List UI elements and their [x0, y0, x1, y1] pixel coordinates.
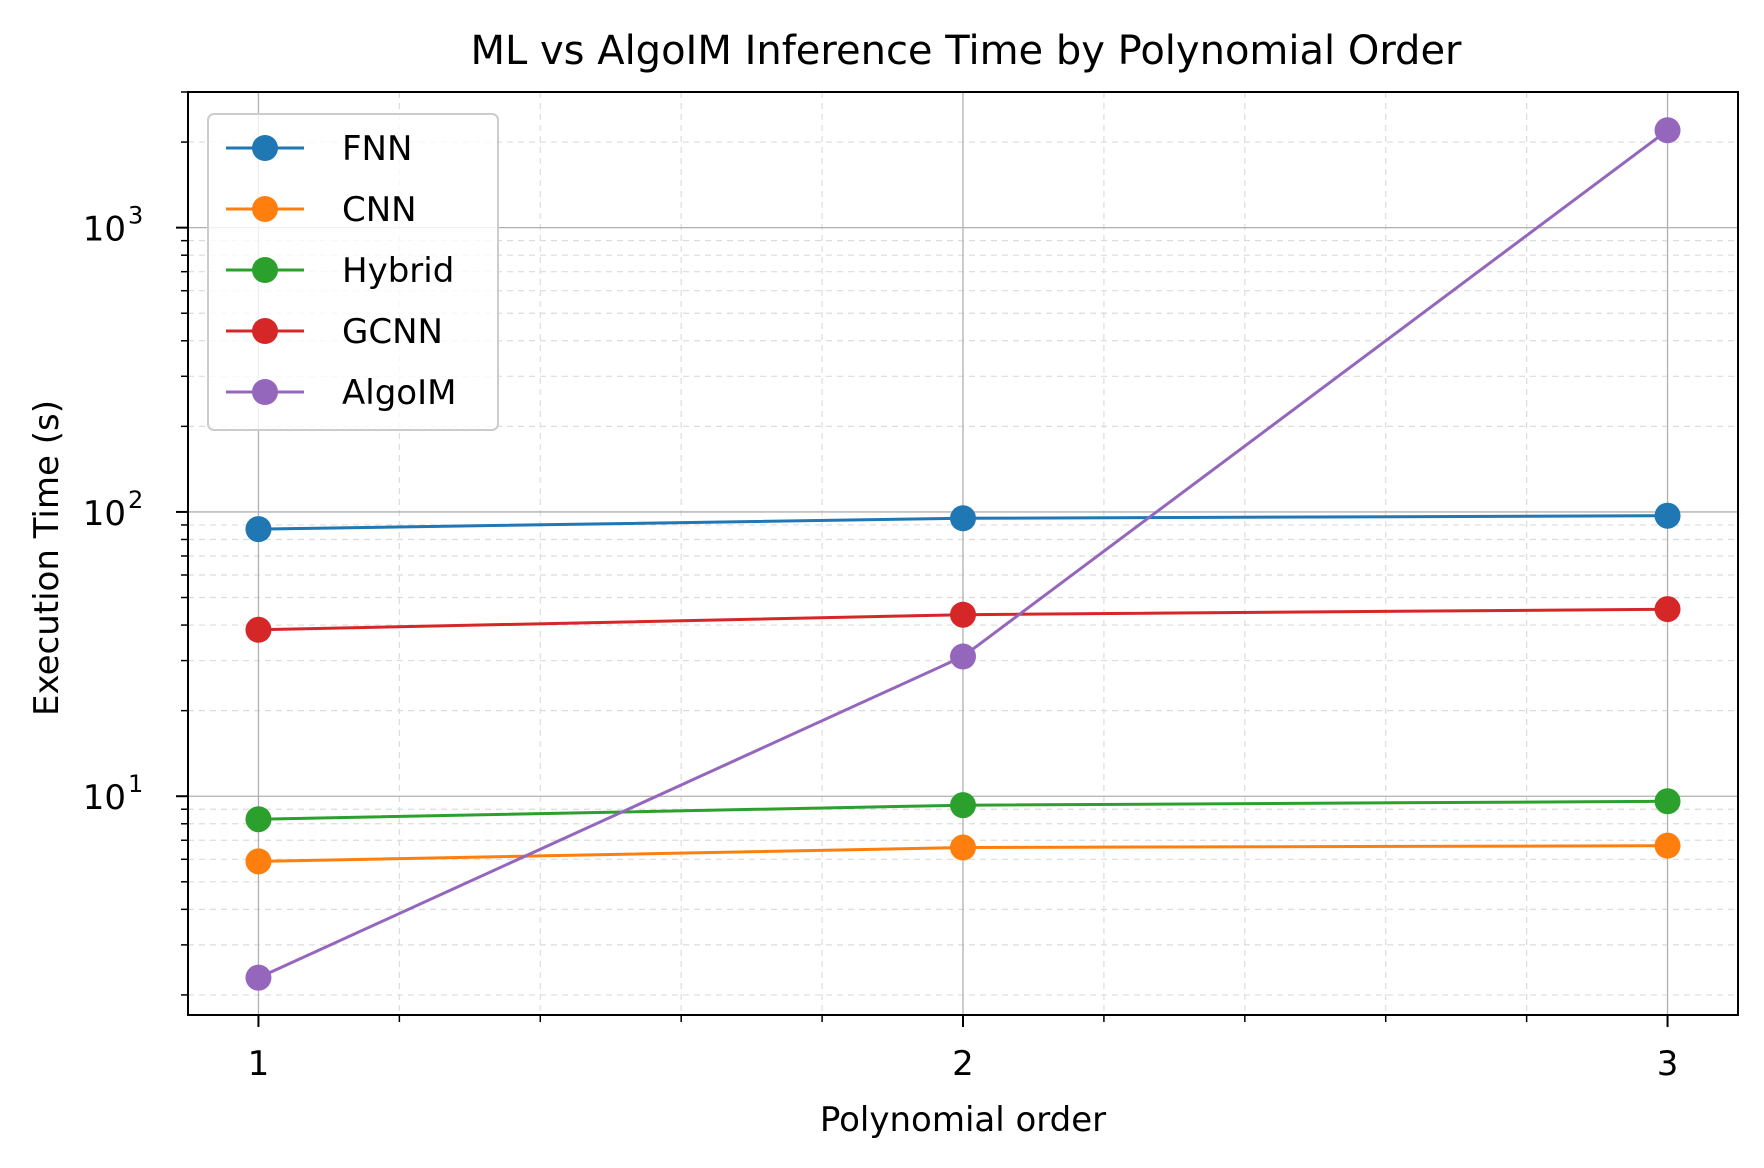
legend-label-hybrid: Hybrid [342, 251, 454, 291]
y-axis-label: Execution Time (s) [27, 400, 67, 716]
y-tick-exponent: 1 [128, 770, 143, 798]
data-point-fnn [950, 505, 976, 532]
legend-marker-gcnn [252, 318, 278, 344]
legend-label-algoim: AlgoIM [342, 373, 456, 413]
x-tick-label: 3 [1657, 1044, 1679, 1084]
legend-marker-hybrid [252, 257, 278, 283]
series-layer [245, 117, 1681, 991]
legend: FNN CNN Hybrid GCNN AlgoIM [207, 113, 499, 431]
y-tick-exponent: 3 [128, 202, 143, 230]
data-point-cnn [950, 834, 976, 861]
y-tick-label: 10 [83, 494, 126, 534]
data-point-hybrid [1654, 788, 1681, 815]
data-point-cnn [1654, 832, 1681, 859]
y-tick-exponent: 2 [128, 486, 143, 514]
x-axis-label: Polynomial order [820, 1100, 1106, 1140]
legend-marker-fnn [252, 135, 278, 161]
x-tick-label: 1 [248, 1044, 270, 1084]
chart-title: ML vs AlgoIM Inference Time by Polynomia… [470, 28, 1462, 74]
y-tick-label: 10 [83, 210, 126, 250]
data-point-algoim [1654, 117, 1681, 144]
x-tick-label: 2 [952, 1044, 974, 1084]
legend-label-gcnn: GCNN [342, 312, 443, 352]
data-point-algoim [950, 643, 976, 670]
data-point-fnn [245, 516, 272, 543]
y-tick-label: 10 [83, 778, 126, 818]
data-point-algoim [245, 964, 272, 991]
legend-marker-cnn [252, 196, 278, 222]
data-point-hybrid [950, 792, 976, 819]
data-point-gcnn [245, 616, 272, 643]
legend-box [207, 113, 499, 431]
data-point-fnn [1654, 502, 1681, 529]
legend-label-fnn: FNN [342, 129, 412, 169]
legend-label-cnn: CNN [342, 190, 417, 230]
data-point-cnn [245, 848, 272, 875]
data-point-hybrid [245, 806, 272, 833]
data-point-gcnn [950, 601, 976, 628]
data-point-gcnn [1654, 596, 1681, 623]
legend-marker-algoim [252, 379, 278, 405]
